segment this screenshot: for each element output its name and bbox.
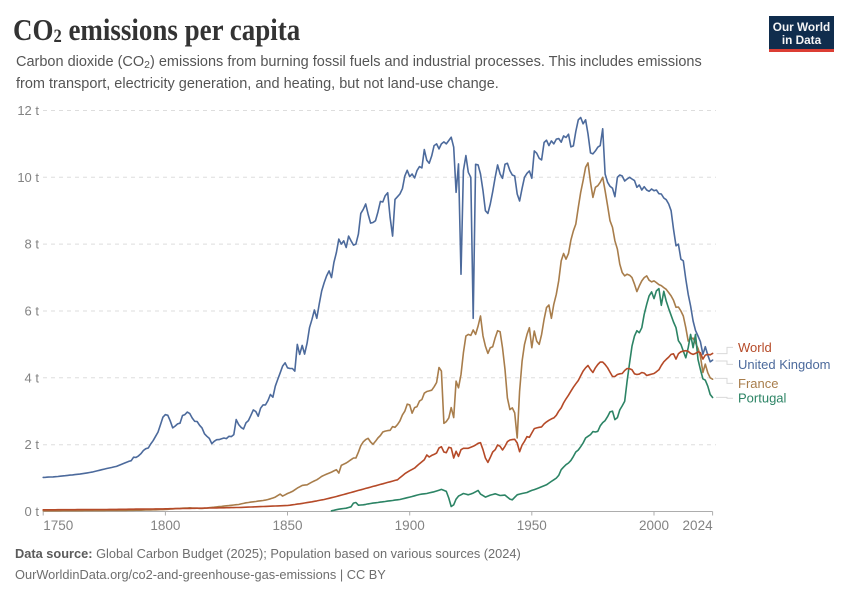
svg-text:1750: 1750 — [43, 518, 73, 533]
svg-text:8 t: 8 t — [25, 237, 40, 252]
svg-text:France: France — [738, 376, 778, 391]
svg-text:4 t: 4 t — [25, 370, 40, 385]
svg-text:2024: 2024 — [683, 518, 714, 533]
svg-text:2000: 2000 — [639, 518, 669, 533]
svg-text:1950: 1950 — [517, 518, 547, 533]
svg-text:0 t: 0 t — [25, 504, 40, 519]
svg-text:6 t: 6 t — [25, 304, 40, 319]
svg-text:1900: 1900 — [395, 518, 425, 533]
svg-text:2 t: 2 t — [25, 437, 40, 452]
svg-text:1850: 1850 — [272, 518, 302, 533]
svg-text:10 t: 10 t — [17, 170, 39, 185]
svg-text:United Kingdom: United Kingdom — [738, 357, 831, 372]
svg-text:1800: 1800 — [150, 518, 180, 533]
svg-text:Portugal: Portugal — [738, 391, 787, 406]
svg-text:World: World — [738, 340, 772, 355]
svg-text:12 t: 12 t — [17, 103, 39, 118]
